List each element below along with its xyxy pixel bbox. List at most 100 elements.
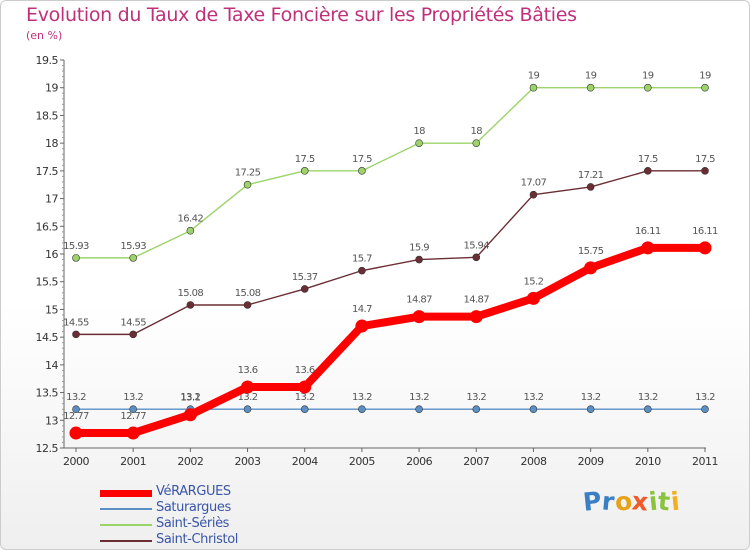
data-label: 15.93 (120, 241, 146, 252)
data-point (586, 83, 595, 92)
data-label: 14.87 (463, 295, 489, 306)
x-tick-label: 2010 (635, 455, 661, 468)
data-point (300, 167, 309, 175)
data-point (529, 405, 538, 414)
data-label: 13.2 (352, 392, 372, 403)
data-label: 17.5 (352, 154, 372, 165)
data-point (415, 255, 423, 264)
logo-letter: i (669, 486, 682, 517)
x-tick-label: 2004 (292, 455, 318, 468)
data-label: 15.75 (578, 246, 604, 257)
data-label: 13.2 (409, 392, 429, 403)
data-point (415, 405, 423, 414)
x-tick-label: 2011 (692, 455, 718, 468)
x-tick-label: 2005 (349, 455, 375, 468)
y-tick-label: 16.5 (36, 220, 59, 233)
data-point (243, 405, 252, 414)
data-point (644, 167, 652, 175)
data-label: 13.2 (524, 392, 544, 403)
data-label: 14.7 (352, 304, 372, 315)
data-point (129, 330, 137, 339)
data-label: 12.77 (63, 411, 89, 422)
data-label: 15.94 (463, 240, 489, 251)
data-point (186, 301, 195, 309)
data-point (701, 83, 709, 92)
data-point (129, 254, 137, 262)
data-label: 15.9 (409, 243, 429, 254)
data-label: 14.55 (120, 317, 146, 328)
x-tick-label: 2002 (177, 455, 203, 468)
y-tick-label: 18 (45, 137, 58, 150)
data-label: 15.08 (178, 288, 204, 299)
data-label: 13.6 (295, 365, 315, 376)
data-label: 17.5 (638, 154, 658, 165)
data-label: 13.1 (180, 393, 200, 404)
y-tick-label: 13 (45, 414, 58, 427)
data-label: 13.2 (638, 392, 658, 403)
data-point (641, 241, 655, 255)
x-tick-label: 2008 (520, 455, 546, 468)
data-point (412, 310, 426, 324)
data-label: 17.5 (695, 154, 715, 165)
data-point (701, 167, 709, 175)
data-label: 16.11 (635, 226, 661, 237)
data-point (300, 285, 309, 293)
data-point (701, 405, 709, 414)
data-point (72, 254, 80, 262)
data-label: 12.77 (120, 411, 146, 422)
data-point (298, 380, 312, 394)
data-point (300, 405, 309, 414)
data-point (72, 405, 80, 414)
data-point (472, 139, 481, 147)
data-label: 15.93 (63, 241, 89, 252)
legend-swatch (100, 508, 152, 510)
y-tick-label: 13.5 (36, 387, 59, 400)
data-point (644, 83, 652, 92)
y-tick-label: 15.5 (36, 276, 59, 289)
data-label: 17.25 (235, 168, 261, 179)
y-tick-label: 14 (45, 359, 58, 372)
data-label: 13.2 (466, 392, 486, 403)
y-tick-label: 15 (45, 303, 58, 316)
data-point (586, 405, 595, 414)
x-tick-label: 2009 (578, 455, 604, 468)
data-point (241, 380, 255, 394)
data-label: 18 (471, 126, 483, 137)
data-point (469, 310, 483, 324)
y-tick-label: 17 (45, 193, 58, 206)
data-point (472, 253, 481, 262)
data-point (358, 167, 366, 175)
data-point (126, 426, 140, 440)
x-tick-label: 2001 (120, 455, 146, 468)
y-tick-label: 18.5 (36, 109, 59, 122)
series-line-saint-s-ri-s (75, 87, 706, 259)
data-label: 13.2 (695, 392, 715, 403)
data-label: 15.08 (235, 288, 261, 299)
proxiti-logo: Proxiti (582, 486, 682, 517)
legend-label: VéRARGUES (156, 484, 231, 499)
x-tick-label: 2000 (63, 455, 89, 468)
x-tick-label: 2006 (406, 455, 432, 468)
data-point (243, 180, 252, 189)
data-label: 17.07 (521, 178, 547, 189)
legend-swatch (100, 524, 152, 526)
data-label: 16.11 (692, 226, 718, 237)
data-point (529, 83, 538, 92)
data-label: 17.5 (295, 154, 315, 165)
data-label: 19 (642, 71, 654, 82)
data-label: 15.2 (524, 276, 544, 287)
data-point (698, 241, 712, 255)
data-point (526, 291, 540, 305)
data-label: 13.2 (180, 392, 200, 403)
data-point (358, 266, 366, 275)
y-tick-label: 19.5 (36, 54, 59, 67)
data-label: 13.6 (238, 365, 258, 376)
data-point (129, 405, 137, 414)
y-tick-label: 12.5 (36, 442, 59, 455)
chart-title: Evolution du Taux de Taxe Foncière sur l… (26, 4, 577, 26)
data-label: 17.21 (578, 170, 604, 181)
y-tick-label: 19 (45, 82, 58, 95)
series-line-v-rargues (72, 243, 709, 438)
legend-label: Saint-Sériès (156, 516, 230, 531)
